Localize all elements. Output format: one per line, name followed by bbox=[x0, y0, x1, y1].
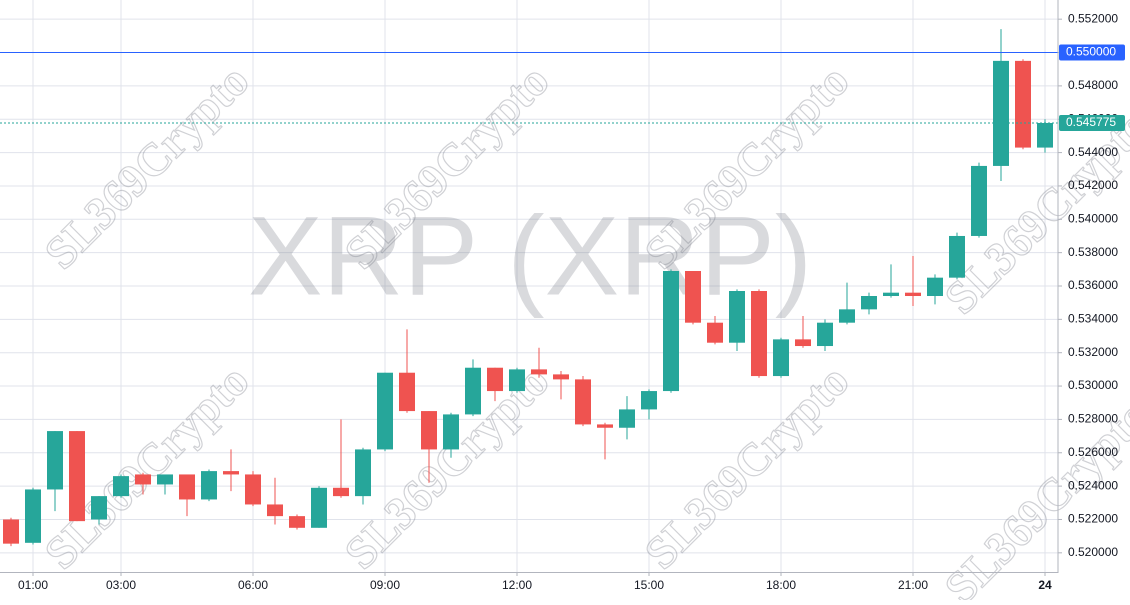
axes: 0.520000 0.522000 0.524000 0.526000 0.528000… bbox=[18, 11, 1125, 592]
price-label-box bbox=[1059, 44, 1125, 61]
y-tick-label: 0.526000 bbox=[1068, 445, 1118, 459]
candle-body bbox=[927, 277, 943, 297]
candle-body bbox=[531, 369, 547, 375]
plot bbox=[0, 29, 1058, 547]
price-label: 0.545775 bbox=[1066, 115, 1116, 129]
x-tick-label: 18:00 bbox=[766, 578, 796, 592]
candle-body bbox=[839, 309, 855, 323]
y-tick-label: 0.540000 bbox=[1068, 211, 1118, 225]
candle-body bbox=[355, 449, 371, 497]
candle-body bbox=[619, 409, 635, 428]
candle-body bbox=[575, 379, 591, 425]
y-tick-label: 0.536000 bbox=[1068, 278, 1118, 292]
candle-body bbox=[421, 411, 437, 450]
candle-body bbox=[905, 292, 921, 297]
x-tick-label: 21:00 bbox=[898, 578, 928, 592]
y-tick-label: 0.522000 bbox=[1068, 512, 1118, 526]
candle-body bbox=[641, 391, 657, 410]
y-tick-label: 0.544000 bbox=[1068, 145, 1118, 159]
x-tick-label: 03:00 bbox=[106, 578, 136, 592]
candle-body bbox=[113, 476, 129, 497]
y-tick-label: 0.552000 bbox=[1068, 11, 1118, 25]
y-tick-label: 0.548000 bbox=[1068, 78, 1118, 92]
watermark-title: XRP (XRP) bbox=[248, 194, 812, 319]
x-tick-label: 06:00 bbox=[238, 578, 268, 592]
candle-body bbox=[1015, 60, 1031, 148]
price-label-box bbox=[1059, 114, 1125, 131]
y-tick-label: 0.532000 bbox=[1068, 345, 1118, 359]
candle-body bbox=[487, 367, 503, 392]
candle-body bbox=[47, 431, 63, 490]
candle-body bbox=[267, 504, 283, 517]
x-tick-label: 09:00 bbox=[370, 578, 400, 592]
y-tick-label: 0.538000 bbox=[1068, 245, 1118, 259]
candle-body bbox=[399, 372, 415, 412]
candle-body bbox=[971, 165, 987, 236]
candle-body bbox=[3, 519, 19, 544]
candle-body bbox=[795, 339, 811, 347]
candle-body bbox=[729, 291, 745, 343]
y-tick-label: 0.528000 bbox=[1068, 412, 1118, 426]
candle-body bbox=[707, 322, 723, 343]
candle-body bbox=[157, 474, 173, 485]
candle-body bbox=[685, 270, 701, 323]
y-tick-label: 0.524000 bbox=[1068, 478, 1118, 492]
candle-body bbox=[201, 471, 217, 500]
candle-body bbox=[509, 369, 525, 392]
candle-body bbox=[443, 414, 459, 450]
candle-body bbox=[311, 487, 327, 528]
candle-body bbox=[1037, 122, 1053, 148]
candle-body bbox=[817, 322, 833, 347]
candle-body bbox=[883, 292, 899, 297]
y-tick-label: 0.520000 bbox=[1068, 545, 1118, 559]
x-tick-label: 12:00 bbox=[502, 578, 532, 592]
x-tick-label: 24 bbox=[1038, 578, 1052, 592]
candle-body bbox=[223, 471, 239, 475]
candle-body bbox=[597, 424, 613, 428]
candle-body bbox=[179, 474, 195, 500]
y-tick-label: 0.534000 bbox=[1068, 312, 1118, 326]
candle-body bbox=[25, 489, 41, 543]
candle-body bbox=[751, 291, 767, 377]
candle-body bbox=[553, 374, 569, 380]
candle-body bbox=[993, 60, 1009, 166]
candle-body bbox=[135, 474, 151, 485]
candle-body bbox=[91, 496, 107, 520]
candle-body bbox=[289, 516, 305, 528]
candle-body bbox=[377, 372, 393, 450]
candle-body bbox=[465, 367, 481, 415]
candle-body bbox=[773, 339, 789, 377]
candle-body bbox=[245, 474, 261, 505]
candle-body bbox=[949, 235, 965, 278]
y-tick-label: 0.530000 bbox=[1068, 378, 1118, 392]
candle-body bbox=[861, 296, 877, 310]
x-tick-label: 01:00 bbox=[18, 578, 48, 592]
candle-body bbox=[333, 487, 349, 497]
y-tick-label: 0.542000 bbox=[1068, 178, 1118, 192]
candle-body bbox=[663, 270, 679, 392]
candle-body bbox=[69, 431, 85, 522]
x-tick-label: 15:00 bbox=[634, 578, 664, 592]
price-label: 0.550000 bbox=[1066, 45, 1116, 59]
